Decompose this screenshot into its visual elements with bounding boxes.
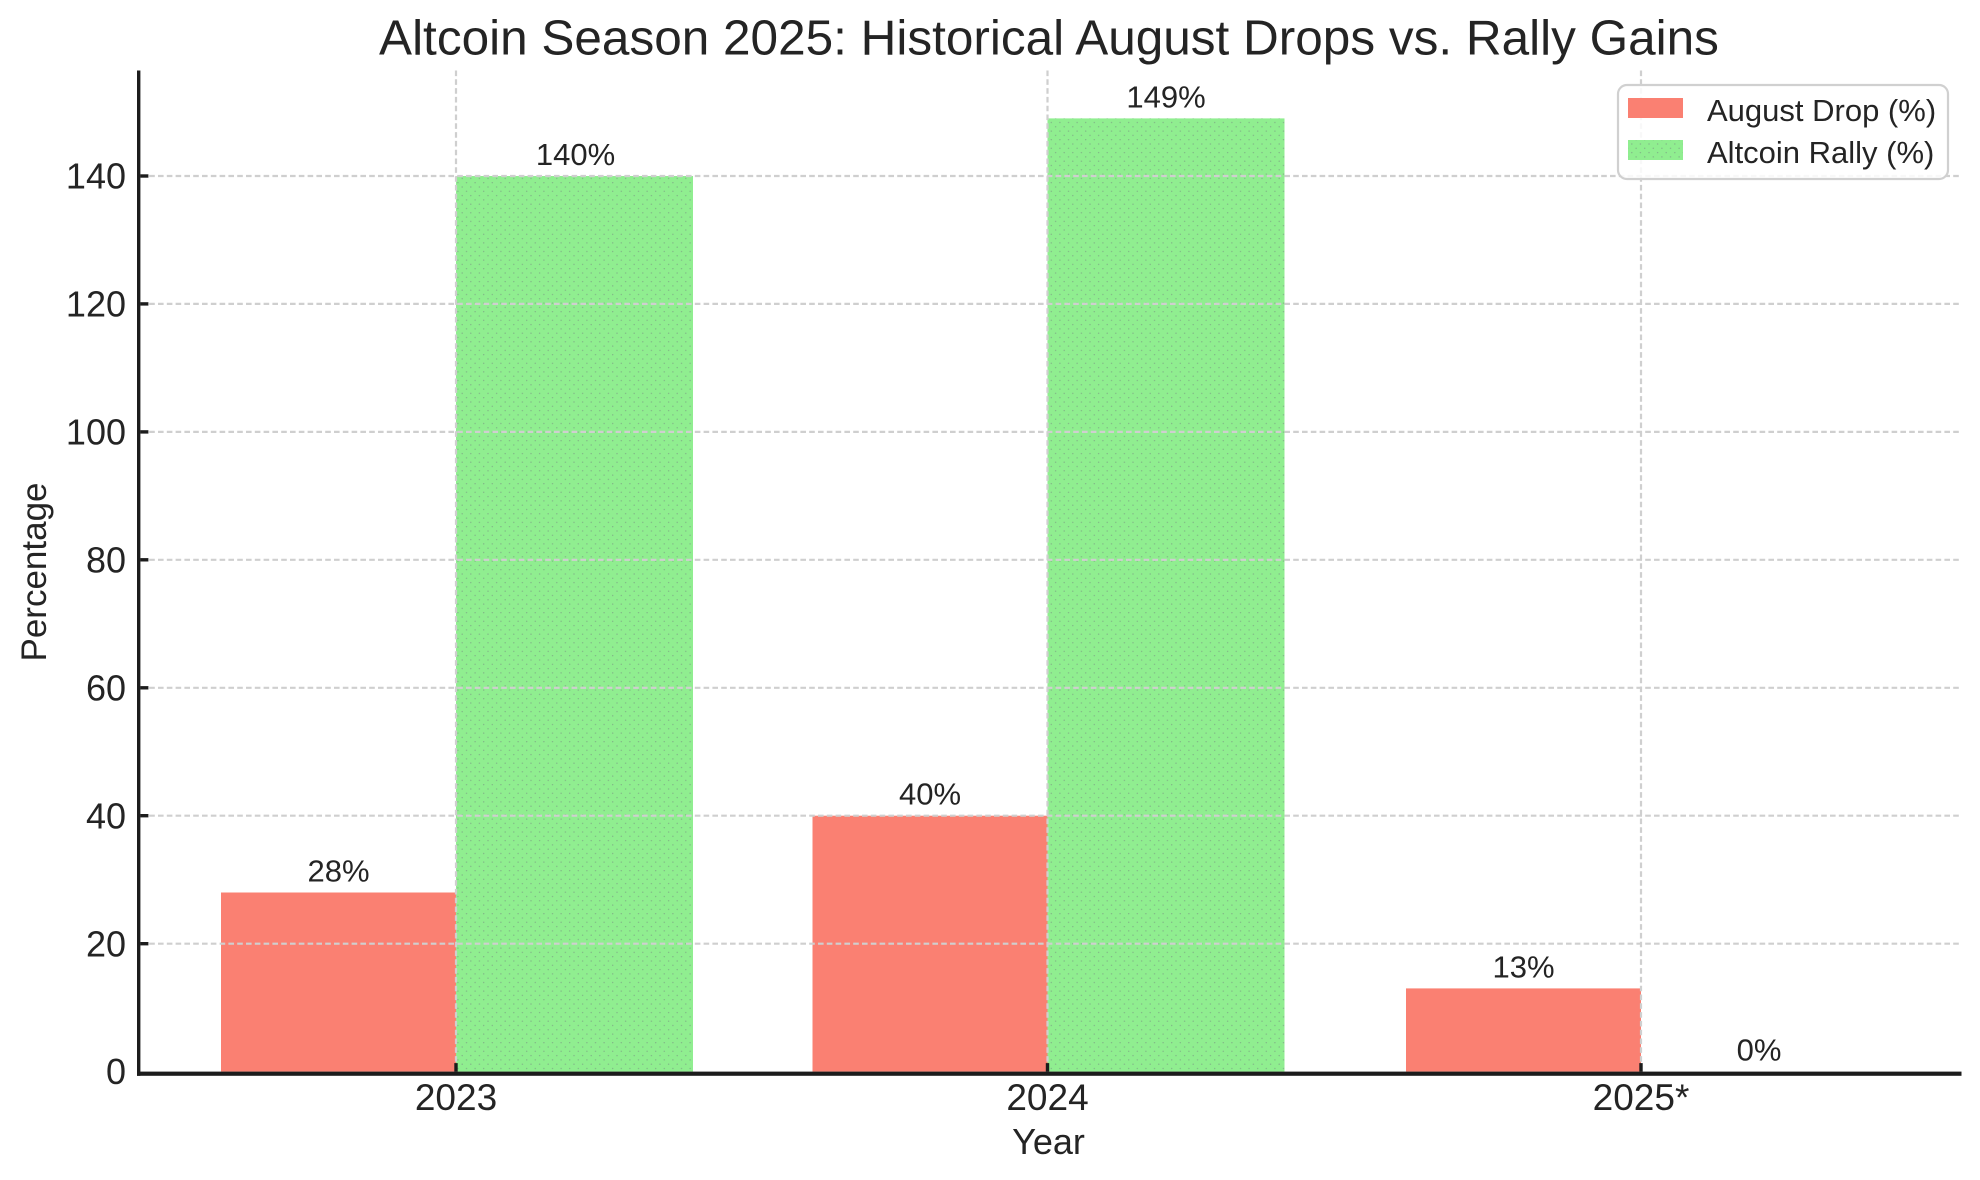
svg-text:20: 20 bbox=[86, 923, 126, 964]
svg-text:40: 40 bbox=[86, 795, 126, 836]
svg-text:28%: 28% bbox=[307, 854, 369, 889]
svg-text:Year: Year bbox=[1012, 1121, 1085, 1162]
svg-text:2023: 2023 bbox=[415, 1077, 497, 1118]
svg-text:Altcoin Rally (%): Altcoin Rally (%) bbox=[1707, 135, 1934, 170]
svg-text:100: 100 bbox=[66, 412, 126, 453]
svg-text:40%: 40% bbox=[899, 777, 961, 812]
svg-text:0%: 0% bbox=[1737, 1033, 1782, 1068]
svg-text:0: 0 bbox=[106, 1051, 126, 1092]
svg-text:120: 120 bbox=[66, 284, 126, 325]
svg-text:Altcoin Season 2025: Historica: Altcoin Season 2025: Historical August D… bbox=[379, 11, 1719, 66]
svg-text:140%: 140% bbox=[536, 137, 615, 172]
svg-text:2024: 2024 bbox=[1006, 1077, 1088, 1118]
svg-text:60: 60 bbox=[86, 667, 126, 708]
svg-text:140: 140 bbox=[66, 156, 126, 197]
svg-text:80: 80 bbox=[86, 539, 126, 580]
svg-text:August Drop (%): August Drop (%) bbox=[1707, 93, 1936, 128]
svg-text:Percentage: Percentage bbox=[15, 482, 54, 661]
svg-text:2025*: 2025* bbox=[1593, 1077, 1690, 1118]
svg-text:13%: 13% bbox=[1492, 949, 1554, 984]
svg-text:149%: 149% bbox=[1126, 79, 1205, 114]
